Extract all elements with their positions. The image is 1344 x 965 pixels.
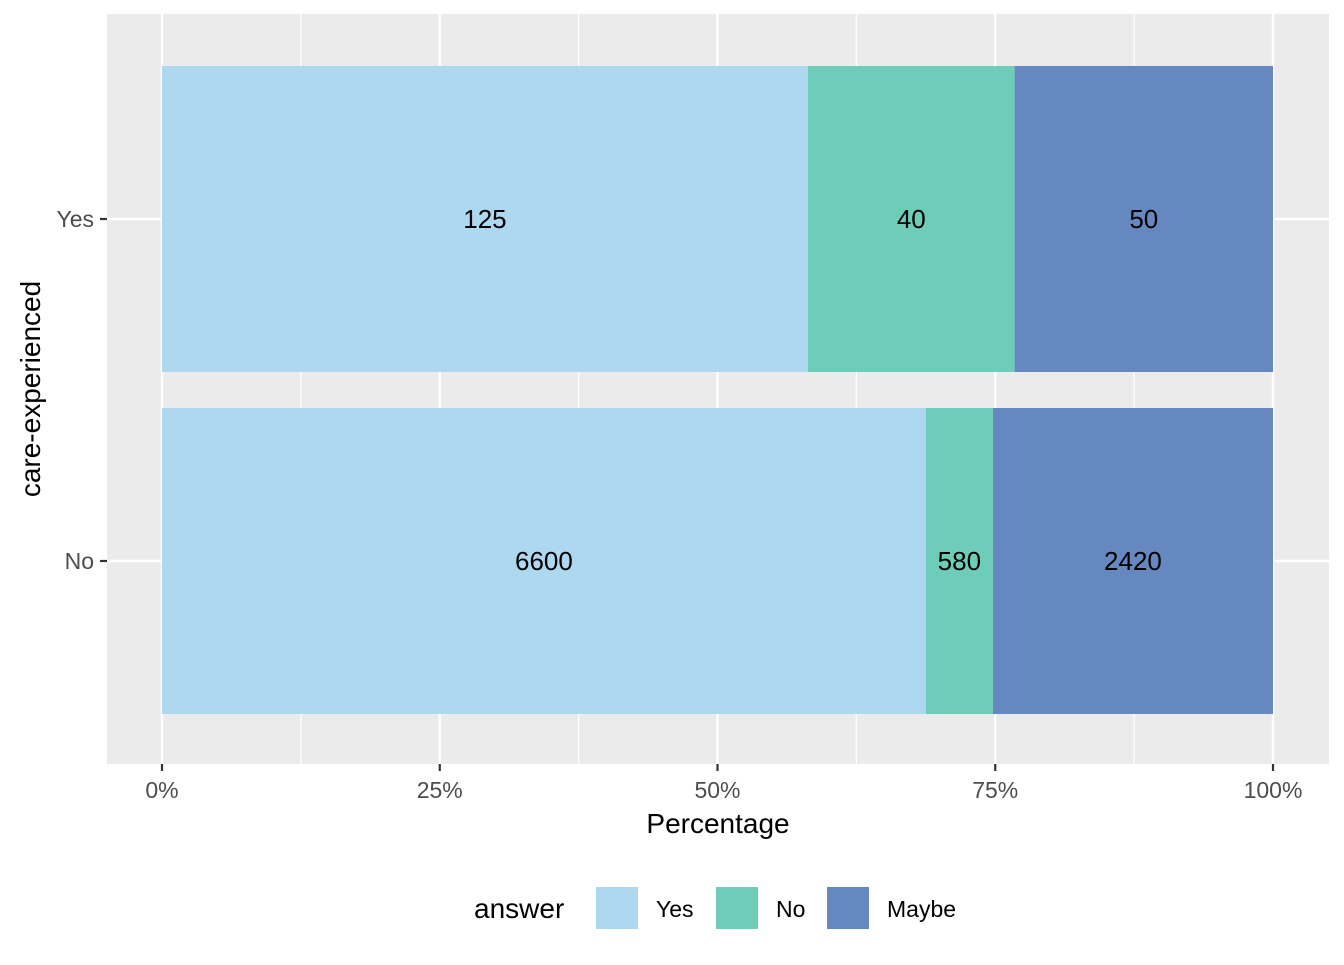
data-label-no-maybe: 2420 [1104,546,1162,576]
data-label-yes-maybe: 50 [1129,204,1158,234]
legend-key-maybe [827,887,869,929]
legend-label-yes: Yes [656,896,694,922]
bar-no-no [925,408,993,714]
x-tick-label: 0% [145,777,178,803]
y-tick-label: No [65,548,94,574]
bars [162,66,1273,714]
bar-yes-no [807,66,1015,372]
y-tick-label: Yes [56,206,94,232]
bar-no-maybe [992,408,1273,714]
x-tick-label: 50% [694,777,740,803]
legend-label-no: No [776,896,805,922]
x-axis: 0% 25% 50% 75% 100% [145,764,1302,803]
bar-no-yes [162,408,926,714]
data-labels: 125 40 50 6600 580 2420 [463,204,1162,576]
x-tick-label: 100% [1244,777,1303,803]
data-label-no-no: 580 [938,546,981,576]
x-tick-label: 25% [417,777,463,803]
bar-yes-yes [162,66,808,372]
data-label-yes-yes: 125 [463,204,506,234]
bar-yes-maybe [1014,66,1273,372]
legend-label-maybe: Maybe [887,896,956,922]
data-label-yes-no: 40 [897,204,926,234]
legend: answer Yes No Maybe [474,887,956,929]
x-axis-title: Percentage [646,808,789,839]
x-tick-label: 75% [972,777,1018,803]
y-axis: Yes No [56,206,107,574]
data-label-no-yes: 6600 [515,546,573,576]
y-axis-title: care-experienced [15,281,46,497]
legend-key-no [716,887,758,929]
legend-key-yes [596,887,638,929]
legend-title: answer [474,893,564,924]
